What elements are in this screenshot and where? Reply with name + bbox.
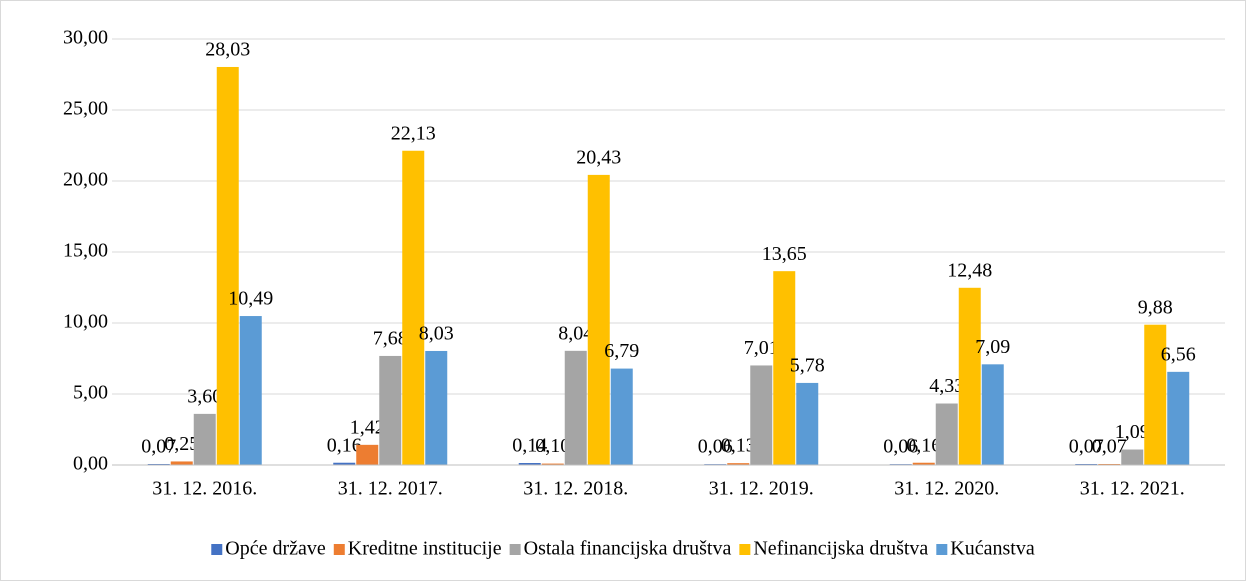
data-label: 0,16 xyxy=(906,434,941,456)
x-tick-label: 31. 12. 2016. xyxy=(152,478,257,500)
legend-swatch xyxy=(936,544,948,555)
data-label: 0,14 xyxy=(512,435,547,457)
data-label: 6,79 xyxy=(604,340,639,362)
bar xyxy=(356,444,379,465)
data-label: 7,09 xyxy=(975,336,1010,358)
bar xyxy=(425,350,448,465)
legend-label: Opće države xyxy=(225,538,326,560)
data-label: 0,07 xyxy=(1069,436,1104,458)
x-tick-label: 31. 12. 2019. xyxy=(709,478,814,500)
legend-swatch xyxy=(739,544,751,555)
x-tick-label: 31. 12. 2017. xyxy=(338,478,443,500)
bar xyxy=(1121,449,1144,465)
x-tick-label: 31. 12. 2020. xyxy=(894,478,999,500)
bar xyxy=(610,368,633,465)
data-label: 0,07 xyxy=(141,436,176,458)
bar xyxy=(1144,324,1167,465)
data-label: 20,43 xyxy=(576,146,621,168)
legend-label: Nefinancijska društva xyxy=(753,538,928,560)
data-label: 1,09 xyxy=(1115,421,1150,443)
bar xyxy=(216,66,239,465)
data-label: 13,65 xyxy=(762,243,807,265)
data-label: 8,03 xyxy=(419,323,454,345)
bar xyxy=(587,174,610,466)
y-tick-label: 30,00 xyxy=(63,27,108,49)
data-label: 4,33 xyxy=(929,375,964,397)
bar xyxy=(981,364,1004,465)
bar xyxy=(727,463,750,465)
bar xyxy=(193,413,216,465)
data-label: 28,03 xyxy=(205,39,250,61)
legend-label: Kreditne institucije xyxy=(348,538,502,560)
data-label: 1,42 xyxy=(350,416,385,438)
x-tick-label: 31. 12. 2021. xyxy=(1080,478,1185,500)
data-label: 10,49 xyxy=(228,288,273,310)
bar xyxy=(935,403,958,465)
data-label: 7,68 xyxy=(373,328,408,350)
legend-label: Kućanstva xyxy=(950,538,1035,560)
data-label: 9,88 xyxy=(1138,296,1173,318)
data-label: 12,48 xyxy=(947,259,992,281)
bar xyxy=(379,355,402,465)
bar xyxy=(773,271,796,465)
bar xyxy=(912,462,935,465)
data-label: 0,10 xyxy=(535,435,570,457)
bar xyxy=(239,316,262,465)
data-label: 3,60 xyxy=(187,385,222,407)
y-tick-label: 25,00 xyxy=(63,98,108,120)
bar xyxy=(518,463,541,465)
y-tick-label: 20,00 xyxy=(63,169,108,191)
bar xyxy=(541,463,564,465)
data-label: 6,56 xyxy=(1161,343,1196,365)
data-label: 0,16 xyxy=(327,434,362,456)
legend-swatch xyxy=(509,544,521,555)
bar xyxy=(564,350,587,465)
bar xyxy=(958,287,981,465)
data-label: 0,06 xyxy=(698,436,733,458)
data-label: 22,13 xyxy=(391,122,436,144)
data-label: 5,78 xyxy=(790,355,825,377)
y-tick-label: 15,00 xyxy=(63,240,108,262)
legend-swatch xyxy=(333,544,345,555)
y-tick-label: 5,00 xyxy=(73,382,108,404)
data-label: 0,07 xyxy=(1092,436,1127,458)
data-label: 0,13 xyxy=(721,435,756,457)
bar xyxy=(1167,371,1190,465)
bar xyxy=(796,382,819,465)
legend-swatch xyxy=(211,544,223,555)
legend-label: Ostala financijska društva xyxy=(524,538,732,560)
data-label: 8,04 xyxy=(558,322,593,344)
bar xyxy=(333,462,356,465)
y-tick-label: 10,00 xyxy=(63,311,108,333)
bar xyxy=(402,150,425,465)
bar xyxy=(170,461,193,465)
data-label: 7,01 xyxy=(744,337,779,359)
x-tick-label: 31. 12. 2018. xyxy=(523,478,628,500)
y-tick-label: 0,00 xyxy=(73,453,108,475)
bar xyxy=(750,365,773,465)
data-label: 0,06 xyxy=(883,436,918,458)
data-label: 0,25 xyxy=(164,433,199,455)
